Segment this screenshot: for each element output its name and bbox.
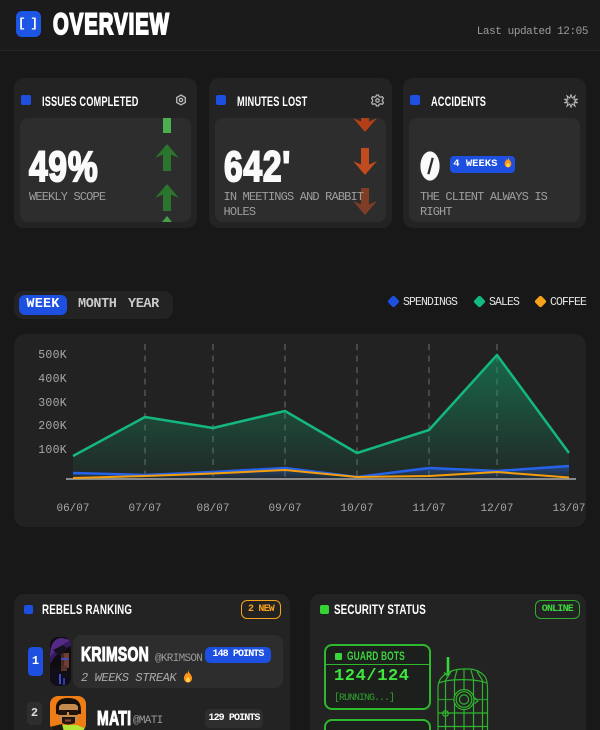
svg-text:08/07: 08/07 — [196, 503, 229, 515]
svg-text:500K: 500K — [38, 349, 67, 362]
svg-text:10/07: 10/07 — [340, 503, 373, 515]
svg-text:07/07: 07/07 — [128, 503, 161, 515]
svg-text:100K: 100K — [38, 444, 67, 457]
svg-text:13/07: 13/07 — [552, 503, 585, 515]
svg-text:11/07: 11/07 — [412, 503, 445, 515]
svg-text:06/07: 06/07 — [56, 503, 89, 515]
svg-text:400K: 400K — [38, 373, 67, 386]
svg-text:12/07: 12/07 — [480, 503, 513, 515]
svg-text:300K: 300K — [38, 397, 67, 410]
svg-text:200K: 200K — [38, 420, 67, 433]
svg-text:09/07: 09/07 — [268, 503, 301, 515]
